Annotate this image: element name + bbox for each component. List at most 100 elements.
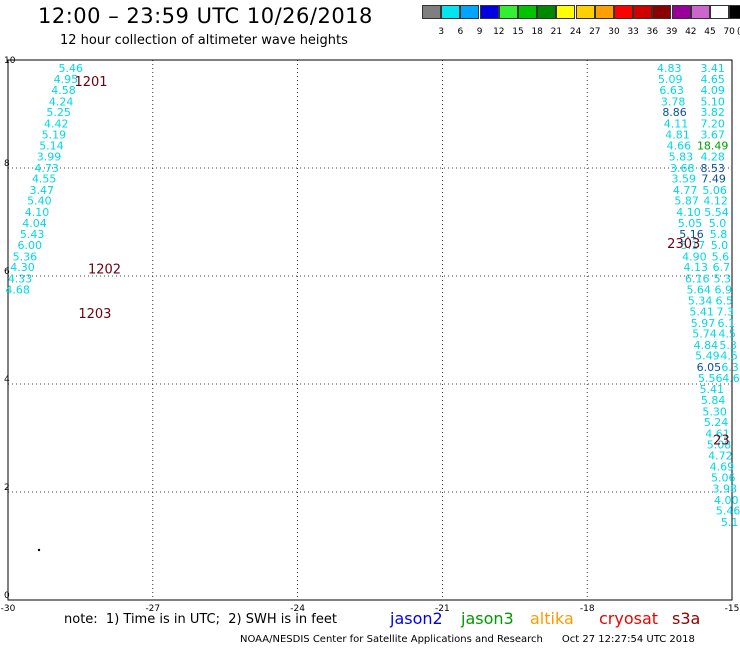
data-point-label: 5.0	[709, 217, 727, 230]
page-subtitle: 12 hour collection of altimeter wave hei…	[60, 33, 348, 48]
colorbar-swatch	[690, 5, 710, 19]
colorbar-label: 70	[723, 27, 735, 37]
colorbar-label: 3	[438, 27, 445, 37]
data-point-label: 4.77	[673, 184, 698, 197]
data-point-label: 3.78	[661, 95, 686, 108]
track-time-label: 23	[713, 433, 730, 448]
data-point-label: 4.66	[667, 140, 692, 153]
data-point-label: 4.04	[22, 217, 47, 230]
data-point-label: 3.82	[700, 106, 725, 119]
data-point-label: 4.6	[722, 372, 740, 385]
footnote: note: 1) Time is in UTC; 2) SWH is in fe…	[64, 612, 337, 627]
data-point-label: 4.28	[700, 150, 725, 163]
data-point-label: 5.1	[721, 516, 739, 529]
data-point-label: 4.68	[5, 283, 30, 296]
data-point-label: 5.06	[711, 472, 736, 485]
track-time-label: 2303	[667, 237, 700, 252]
data-point-label: 4.11	[664, 118, 689, 131]
data-point-label: 5.46	[58, 62, 83, 75]
data-point-label: 5.3	[719, 339, 737, 352]
plot-frame	[7, 59, 733, 601]
satellite-legend-item: jason3	[461, 609, 514, 628]
data-point-label: 4.81	[665, 128, 690, 141]
data-point-label: 4.69	[710, 460, 735, 473]
colorbar-label: 24	[569, 27, 582, 37]
y-tick-label: 2	[4, 483, 10, 493]
data-point-label: 5.49	[695, 350, 720, 363]
data-point-label: 5.40	[27, 195, 52, 208]
data-point-label: 4.10	[676, 206, 701, 219]
data-point-label: 4.33	[8, 272, 33, 285]
data-point-label: 4.12	[703, 195, 728, 208]
data-point-label: 4.10	[25, 206, 50, 219]
y-tick-label: 10	[4, 56, 16, 66]
data-point-label: 5.8	[710, 228, 728, 241]
colorbar-swatch	[498, 5, 518, 19]
data-point-label: 4.61	[705, 427, 730, 440]
data-point-label: 5.36	[13, 250, 38, 263]
data-point-label: 3.59	[671, 173, 696, 186]
colorbar-swatch	[614, 5, 633, 19]
data-point-label: 5.09	[658, 73, 683, 86]
data-point-label: 4.84	[694, 339, 719, 352]
data-point-label: 4.09	[700, 84, 725, 97]
colorbar-swatch	[575, 5, 595, 19]
data-point-label: 6.00	[17, 239, 42, 252]
data-point-label: 4.90	[682, 250, 707, 263]
data-point-label: 5.08	[707, 438, 732, 451]
x-tick-label: -30	[1, 604, 16, 614]
colorbar-swatch	[518, 5, 537, 19]
track-time-label: 1203	[78, 307, 111, 322]
data-point-label: 5.6	[712, 250, 730, 263]
y-tick-label: 0	[4, 591, 10, 601]
x-tick-label: -24	[290, 604, 305, 614]
data-point-label: 4.13	[684, 261, 709, 274]
data-point-label: 5.05	[678, 217, 703, 230]
data-point-label: 7.20	[700, 118, 725, 131]
data-point-label: 4.55	[32, 173, 57, 186]
data-point-label: 5.30	[702, 405, 727, 418]
satellite-legend-item: s3a	[672, 609, 701, 628]
colorbar-swatch	[710, 5, 729, 19]
data-point-label: 4.5	[718, 328, 736, 341]
data-point-label: 4.58	[51, 84, 76, 97]
data-point-label: 5.97	[691, 317, 716, 330]
data-point-label: 5.64	[686, 283, 711, 296]
data-point-label: 5.19	[42, 128, 67, 141]
colorbar-swatch	[422, 5, 441, 19]
data-point-label: 3.67	[700, 128, 725, 141]
satellite-legend-item: altika	[530, 609, 574, 628]
colorbar-label: 36	[646, 27, 659, 37]
data-point-label: 5.14	[39, 140, 64, 153]
data-point-label: 7.49	[701, 173, 726, 186]
colorbar-swatch	[441, 5, 461, 19]
data-point-label: 5.43	[20, 228, 45, 241]
y-tick-label: 6	[4, 267, 10, 277]
data-point-label: 6.9	[715, 283, 733, 296]
data-point-label: 4.30	[10, 261, 35, 274]
data-point-label: 5.06	[702, 184, 727, 197]
colorbar-swatch	[729, 5, 740, 19]
data-point-label: 7.3	[716, 305, 734, 318]
data-point-label: 4.73	[34, 162, 59, 175]
data-point-label: 5.16	[679, 228, 704, 241]
colorbar-swatch	[633, 5, 653, 19]
stray-dot	[37, 548, 41, 552]
data-point-label: 5.46	[716, 505, 740, 518]
page-title: 12:00 – 23:59 UTC 10/26/2018	[38, 4, 373, 28]
colorbar-label: 6	[457, 27, 464, 37]
data-point-label: 6.16	[685, 272, 710, 285]
colorbar-label: 30	[608, 27, 620, 37]
x-tick-label: -15	[725, 604, 740, 614]
x-tick-label: -21	[435, 604, 450, 614]
data-point-label: 6.63	[659, 84, 684, 97]
data-point-label: 18.49	[697, 140, 729, 153]
y-tick-label: 4	[4, 375, 10, 385]
data-point-label: 3.47	[30, 184, 55, 197]
colorbar-label: 27	[589, 27, 601, 37]
data-point-label: 5.24	[704, 416, 729, 429]
colorbar-label: 18	[531, 27, 543, 37]
data-point-label: 4.42	[44, 118, 69, 131]
data-point-label: 6.5	[716, 295, 734, 308]
